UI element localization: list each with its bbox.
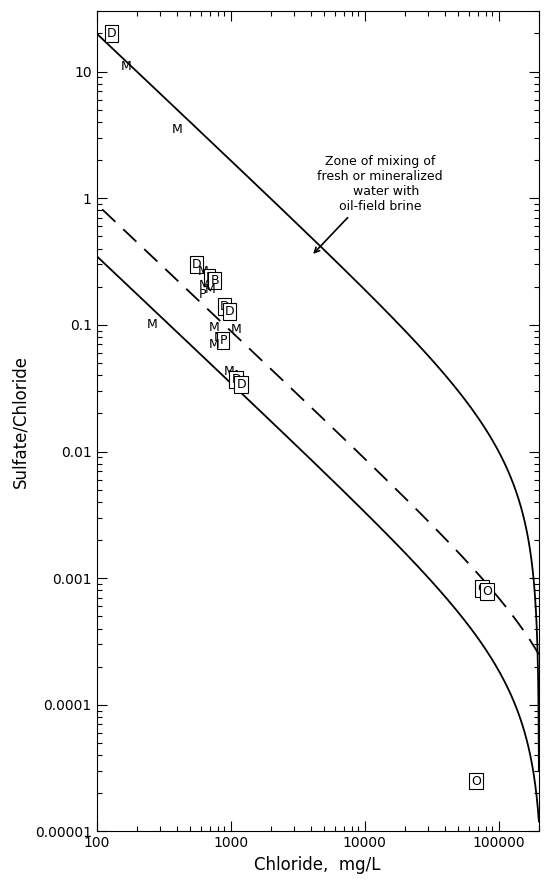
X-axis label: Chloride,  mg/L: Chloride, mg/L [255,856,381,873]
Text: D: D [236,378,246,390]
Text: O: O [482,585,492,598]
Text: D: D [231,373,241,386]
Y-axis label: Sulfate/Chloride: Sulfate/Chloride [11,355,29,488]
Text: D: D [224,304,234,318]
Text: M: M [147,319,157,331]
Text: M: M [228,369,238,381]
Text: M: M [120,60,131,73]
Text: M: M [197,265,208,278]
Text: M: M [199,279,210,292]
Text: M: M [208,321,219,335]
Text: M: M [213,331,224,343]
Text: M: M [230,323,241,336]
Text: D: D [107,27,117,40]
Text: M: M [172,123,183,135]
Text: D: D [219,300,229,312]
Text: P: P [206,272,213,284]
Text: D: D [192,258,202,271]
Text: M: M [209,338,220,351]
Text: P: P [219,335,227,347]
Text: B: B [210,273,219,287]
Text: P: P [199,288,206,301]
Text: M: M [224,365,235,378]
Text: O: O [471,774,481,788]
Text: M: M [205,283,215,296]
Text: O: O [477,582,487,595]
Text: Zone of mixing of
fresh or mineralized
   water with
oil-field brine: Zone of mixing of fresh or mineralized w… [315,155,443,252]
